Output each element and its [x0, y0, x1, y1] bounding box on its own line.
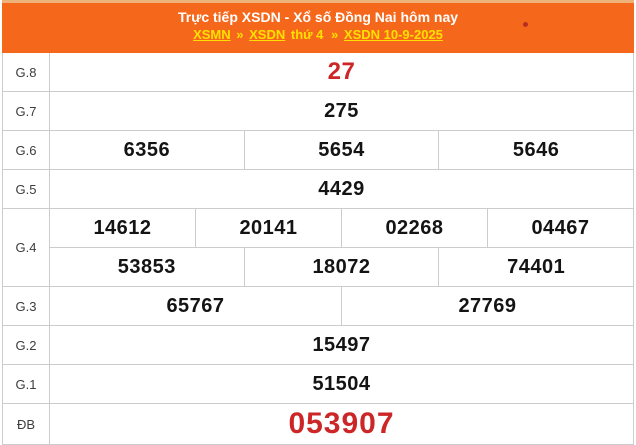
prize-number-cell: 53853: [50, 248, 245, 286]
prize-number-cell: 27: [50, 53, 633, 91]
prize-number-cell: 18072: [245, 248, 440, 286]
prize-row-g6: G.6 6356 5654 5646: [3, 131, 633, 170]
prize-number: 15497: [312, 333, 371, 356]
prize-number-cell: 02268: [342, 209, 488, 247]
prize-number-cell: 15497: [50, 326, 633, 364]
prize-number: 02268: [385, 216, 444, 239]
prize-row-g2: G.2 15497: [3, 326, 633, 365]
breadcrumb-link-xsmn[interactable]: XSMN: [193, 27, 231, 42]
red-dot-icon: [523, 22, 528, 27]
prize-number-cell: 5646: [439, 131, 633, 169]
prize-label: G.6: [3, 131, 50, 169]
prize-row-g7: G.7 275: [3, 92, 633, 131]
prize-number: 20141: [239, 216, 298, 239]
prize-label: G.8: [3, 53, 50, 91]
prize-row-g5: G.5 4429: [3, 170, 633, 209]
breadcrumb-weekday: thứ 4: [290, 27, 324, 42]
prize-number: 51504: [312, 372, 371, 395]
prize-number-jackpot: 053907: [288, 407, 395, 440]
prize-number: 275: [324, 99, 359, 122]
prize-number-cell: 74401: [439, 248, 633, 286]
prize-row-g8: G.8 27: [3, 53, 633, 92]
prize-label: G.7: [3, 92, 50, 130]
breadcrumb: XSMN » XSDN thứ 4 » XSDN 10-9-2025: [2, 26, 634, 44]
prize-number-cell: 20141: [196, 209, 342, 247]
prize-number-cell: 4429: [50, 170, 633, 208]
prize-label: G.4: [3, 209, 50, 286]
prize-number-cell: 65767: [50, 287, 342, 325]
prize-label: G.3: [3, 287, 50, 325]
prize-number-cell: 5654: [245, 131, 440, 169]
prize-label: G.2: [3, 326, 50, 364]
breadcrumb-link-xsdn[interactable]: XSDN: [249, 27, 286, 42]
prize-number: 27: [327, 58, 356, 85]
prize-row-g4: G.4 14612 20141 02268 04467: [3, 209, 633, 287]
prize-number: 65767: [166, 294, 225, 317]
prize-number: 74401: [507, 255, 566, 278]
prize-row-db: ĐB 053907: [3, 404, 633, 445]
breadcrumb-link-date[interactable]: XSDN 10-9-2025: [343, 27, 443, 42]
prize-subrow: 14612 20141 02268 04467: [50, 209, 633, 248]
breadcrumb-separator: »: [331, 27, 339, 42]
prize-label: ĐB: [3, 404, 50, 444]
prize-number: 53853: [117, 255, 176, 278]
prize-number-cell: 27769: [342, 287, 633, 325]
prize-number: 4429: [318, 177, 365, 200]
breadcrumb-separator: »: [236, 27, 244, 42]
prize-number-cell: 04467: [488, 209, 633, 247]
prize-number-cell: 053907: [50, 404, 633, 444]
prize-number: 6356: [123, 138, 171, 161]
prize-number: 5646: [512, 138, 560, 161]
prize-number: 27769: [458, 294, 517, 317]
prize-label: G.1: [3, 365, 50, 403]
header-banner: Trực tiếp XSDN - Xổ số Đồng Nai hôm nay …: [2, 0, 634, 53]
prize-number: 5654: [318, 138, 365, 161]
prize-number: 18072: [312, 255, 371, 278]
prize-number-cell: 275: [50, 92, 633, 130]
prize-number-cell: 6356: [50, 131, 245, 169]
prize-number-cell: 14612: [50, 209, 196, 247]
prize-number-cell: 51504: [50, 365, 633, 403]
prize-row-g3: G.3 65767 27769: [3, 287, 633, 326]
results-table: G.8 27 G.7 275 G.6 6356 5654: [2, 53, 634, 445]
prize-number: 14612: [93, 216, 152, 239]
prize-number: 04467: [531, 216, 590, 239]
page-title: Trực tiếp XSDN - Xổ số Đồng Nai hôm nay: [177, 9, 459, 25]
prize-subrow: 53853 18072 74401: [50, 248, 633, 286]
prize-row-g1: G.1 51504: [3, 365, 633, 404]
prize-label: G.5: [3, 170, 50, 208]
